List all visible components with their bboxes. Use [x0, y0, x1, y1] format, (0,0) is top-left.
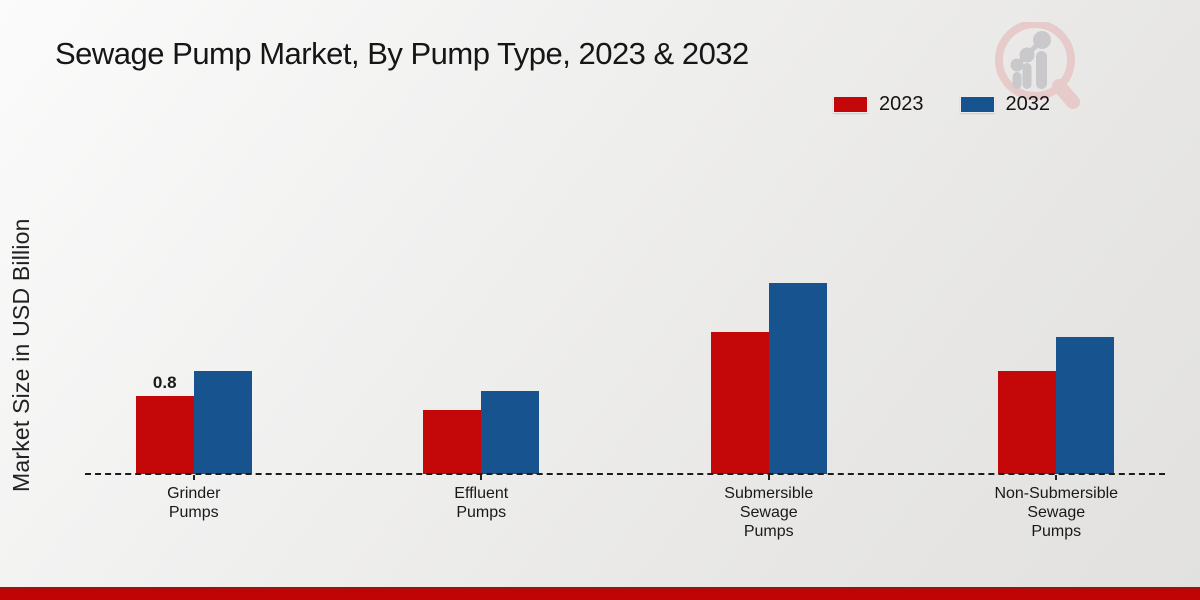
- bar-2032-effluent-pumps: [481, 391, 540, 474]
- legend-swatch-2023: [833, 96, 868, 113]
- x-axis-tick: [767, 475, 770, 480]
- bars-grinder-pumps: 0.8: [135, 371, 252, 474]
- legend-swatch-2032: [959, 96, 995, 113]
- bar-value-label: 0.8: [152, 373, 177, 392]
- bar-2032-submersible-sewage-pumps: [768, 283, 827, 474]
- page-title: Sewage Pump Market, By Pump Type, 2023 &…: [55, 36, 749, 71]
- watermark-svg: [995, 20, 1080, 109]
- legend: 2023 2032: [833, 93, 1050, 116]
- bar-2023-effluent-pumps: [423, 410, 482, 474]
- x-axis-baseline: [85, 473, 1165, 475]
- bars-non-submersible-sewage-pumps: [998, 337, 1115, 474]
- bars-submersible-sewage-pumps: [710, 283, 827, 474]
- magnifier-bar-chart-watermark-icon: [988, 20, 1084, 122]
- x-axis-tick: [192, 475, 195, 480]
- footer-accent-bar: [0, 587, 1200, 600]
- bar-2032-non-submersible-sewage-pumps: [1056, 337, 1115, 474]
- y-axis-title: Market Size in USD Billion: [8, 218, 34, 492]
- bar-group-non-submersible-sewage-pumps: Non-Submersible Sewage Pumps: [913, 0, 1200, 600]
- x-axis-tick: [1055, 475, 1058, 480]
- bar-group-grinder-pumps: 0.8 Grinder Pumps: [50, 0, 338, 600]
- bar-2032-grinder-pumps: [193, 371, 252, 474]
- category-label-non-submersible-sewage-pumps: Non-Submersible Sewage Pumps: [994, 485, 1119, 540]
- legend-item-2023: 2023: [833, 93, 924, 116]
- category-label-grinder-pumps: Grinder Pumps: [167, 485, 221, 521]
- x-axis-tick: [480, 475, 483, 480]
- legend-label: 2032: [1005, 93, 1051, 115]
- bar-2023-grinder-pumps: 0.8: [135, 373, 194, 474]
- bar-2023-submersible-sewage-pumps: [710, 332, 769, 474]
- plot-area: 0.8 Grinder Pumps Effluent Pumps Submersibl…: [50, 0, 1200, 600]
- legend-label: 2023: [879, 93, 924, 115]
- bar-group-submersible-sewage-pumps: Submersible Sewage Pumps: [625, 0, 913, 600]
- bars-effluent-pumps: [423, 391, 540, 474]
- bar-2023-non-submersible-sewage-pumps: [998, 371, 1057, 474]
- category-label-submersible-sewage-pumps: Submersible Sewage Pumps: [724, 485, 814, 540]
- category-label-effluent-pumps: Effluent Pumps: [454, 485, 509, 521]
- bar-group-effluent-pumps: Effluent Pumps: [338, 0, 626, 600]
- legend-item-2032: 2032: [959, 93, 1051, 116]
